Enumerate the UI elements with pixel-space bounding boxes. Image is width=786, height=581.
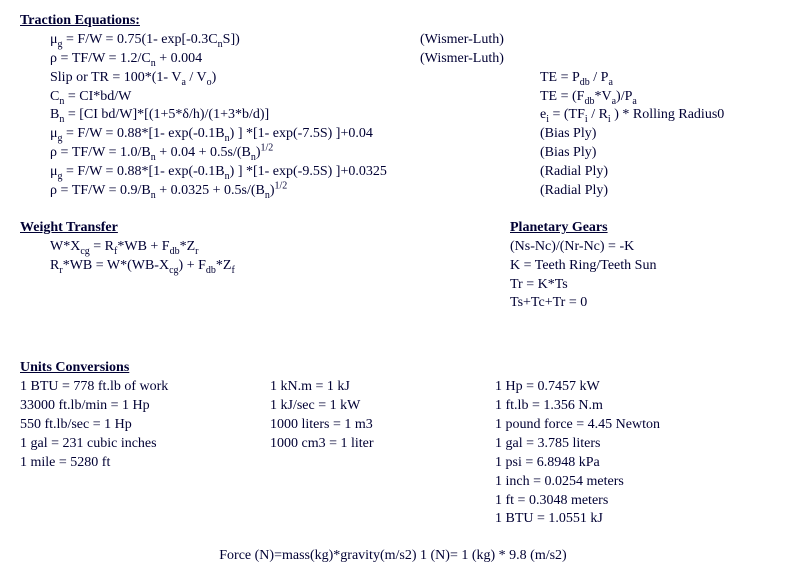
eq: W*Xcg = Rf*WB + Fdb*Zr xyxy=(50,238,510,257)
units-col1: 1 BTU = 778 ft.lb of work 33000 ft.lb/mi… xyxy=(20,378,270,529)
weight-transfer-lines: W*Xcg = Rf*WB + Fdb*Zr Rr*WB = W*(WB-Xcg… xyxy=(20,238,510,276)
weight-transfer-section: Weight Transfer W*Xcg = Rf*WB + Fdb*Zr R… xyxy=(20,219,510,313)
unit: 1 BTU = 1.0551 kJ xyxy=(495,510,735,529)
note xyxy=(420,144,540,163)
traction-row: μg = F/W = 0.75(1- exp[-0.3CnS]) ρ = TF/… xyxy=(20,31,766,201)
note xyxy=(420,106,540,125)
note: TE = Pdb / Pa xyxy=(540,69,770,88)
eq: ρ = TF/W = 1.0/Bn + 0.04 + 0.5s/(Bn)1/2 xyxy=(50,144,420,163)
note: (Radial Ply) xyxy=(540,182,770,201)
unit: 1 mile = 5280 ft xyxy=(20,454,270,473)
eq: Tr = K*Ts xyxy=(510,276,750,295)
note: (Wismer-Luth) xyxy=(420,50,540,69)
units-heading: Units Conversions xyxy=(20,359,766,378)
unit: 550 ft.lb/sec = 1 Hp xyxy=(20,416,270,435)
eq: (Ns-Nc)/(Nr-Nc) = -K xyxy=(510,238,750,257)
eq: K = Teeth Ring/Teeth Sun xyxy=(510,257,750,276)
eq: μg = F/W = 0.88*[1- exp(-0.1Bn) ] *[1- e… xyxy=(50,125,420,144)
eq: Cn = CI*bd/W xyxy=(50,88,420,107)
note: ei = (TFi / Ri ) * Rolling Radius0 xyxy=(540,106,770,125)
eq: μg = F/W = 0.88*[1- exp(-0.1Bn) ] *[1- e… xyxy=(50,163,420,182)
eq: μg = F/W = 0.75(1- exp[-0.3CnS]) xyxy=(50,31,420,50)
weight-transfer-heading: Weight Transfer xyxy=(20,219,510,238)
unit: 1000 cm3 = 1 liter xyxy=(270,435,495,454)
units-row: 1 BTU = 778 ft.lb of work 33000 ft.lb/mi… xyxy=(20,378,766,529)
units-col3: 1 Hp = 0.7457 kW 1 ft.lb = 1.356 N.m 1 p… xyxy=(495,378,735,529)
unit: 1 ft = 0.3048 meters xyxy=(495,492,735,511)
note xyxy=(420,163,540,182)
eq: Slip or TR = 100*(1- Va / Vo) xyxy=(50,69,420,88)
wt-pg-row: Weight Transfer W*Xcg = Rf*WB + Fdb*Zr R… xyxy=(20,219,766,313)
note xyxy=(420,182,540,201)
note xyxy=(420,69,540,88)
eq: ρ = TF/W = 1.2/Cn + 0.004 xyxy=(50,50,420,69)
unit: 1 inch = 0.0254 meters xyxy=(495,473,735,492)
note xyxy=(540,31,770,50)
unit: 1 kJ/sec = 1 kW xyxy=(270,397,495,416)
note: (Radial Ply) xyxy=(540,163,770,182)
eq: ρ = TF/W = 0.9/Bn + 0.0325 + 0.5s/(Bn)1/… xyxy=(50,182,420,201)
note: (Bias Ply) xyxy=(540,144,770,163)
unit: 1 kN.m = 1 kJ xyxy=(270,378,495,397)
traction-col2: (Wismer-Luth) (Wismer-Luth) xyxy=(420,31,540,201)
units-section: Units Conversions 1 BTU = 778 ft.lb of w… xyxy=(20,359,766,529)
unit: 1 pound force = 4.45 Newton xyxy=(495,416,735,435)
note: (Bias Ply) xyxy=(540,125,770,144)
planetary-heading: Planetary Gears xyxy=(510,219,750,238)
unit: 33000 ft.lb/min = 1 Hp xyxy=(20,397,270,416)
note: (Wismer-Luth) xyxy=(420,31,540,50)
note xyxy=(540,50,770,69)
planetary-lines: (Ns-Nc)/(Nr-Nc) = -K K = Teeth Ring/Teet… xyxy=(510,238,750,314)
note: TE = (Fdb*Va)/Pa xyxy=(540,88,770,107)
unit: 1 Hp = 0.7457 kW xyxy=(495,378,735,397)
eq: Rr*WB = W*(WB-Xcg) + Fdb*Zf xyxy=(50,257,510,276)
traction-col3: TE = Pdb / Pa TE = (Fdb*Va)/Pa ei = (TFi… xyxy=(540,31,770,201)
note xyxy=(420,125,540,144)
unit: 1 gal = 231 cubic inches xyxy=(20,435,270,454)
footer-eq: Force (N)=mass(kg)*gravity(m/s2) 1 (N)= … xyxy=(20,547,766,566)
unit: 1000 liters = 1 m3 xyxy=(270,416,495,435)
traction-section: Traction Equations: μg = F/W = 0.75(1- e… xyxy=(20,12,766,201)
traction-col1: μg = F/W = 0.75(1- exp[-0.3CnS]) ρ = TF/… xyxy=(50,31,420,201)
planetary-section: Planetary Gears (Ns-Nc)/(Nr-Nc) = -K K =… xyxy=(510,219,750,313)
unit: 1 ft.lb = 1.356 N.m xyxy=(495,397,735,416)
eq: Bn = [CI bd/W]*[(1+5*δ/h)/(1+3*b/d)] xyxy=(50,106,420,125)
traction-heading: Traction Equations: xyxy=(20,12,766,31)
note xyxy=(420,88,540,107)
unit: 1 psi = 6.8948 kPa xyxy=(495,454,735,473)
eq: Ts+Tc+Tr = 0 xyxy=(510,294,750,313)
unit: 1 BTU = 778 ft.lb of work xyxy=(20,378,270,397)
units-col2: 1 kN.m = 1 kJ 1 kJ/sec = 1 kW 1000 liter… xyxy=(270,378,495,529)
unit: 1 gal = 3.785 liters xyxy=(495,435,735,454)
